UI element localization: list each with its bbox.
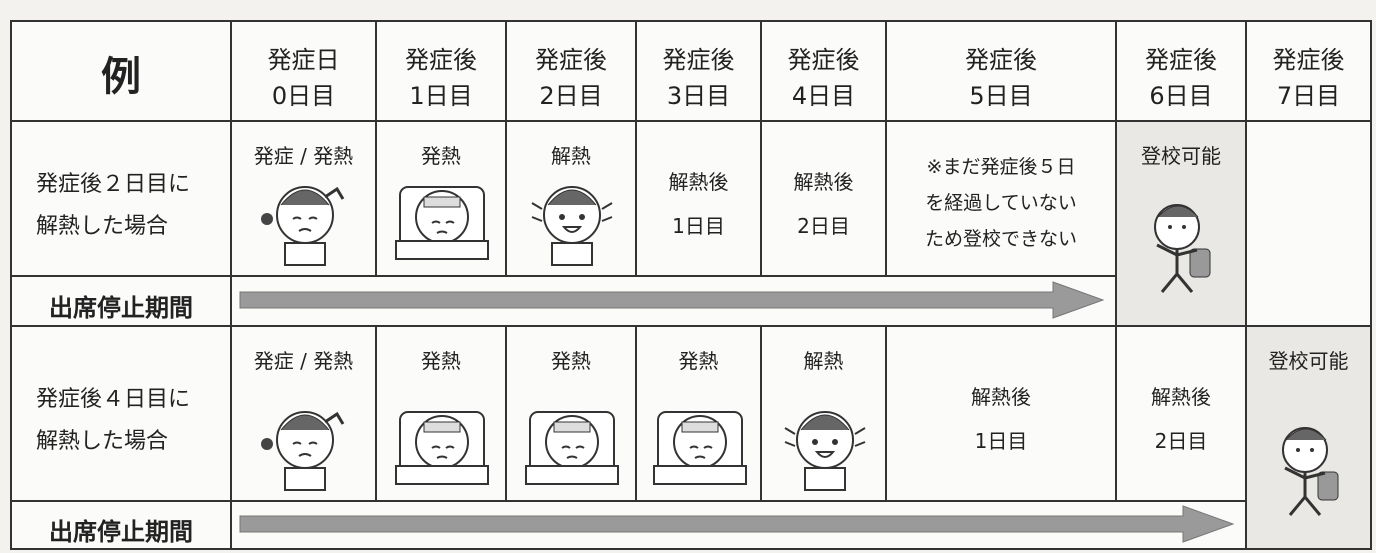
cell-text: 登校可能	[1268, 349, 1349, 373]
period-label: 出席停止期間	[10, 275, 232, 327]
row-label: 発症後４日目に 解熱した場合	[10, 325, 232, 502]
day-header-text: 発症後	[662, 46, 735, 74]
day-cell: 発症 / 発熱	[230, 325, 377, 502]
period-label: 出席停止期間	[10, 500, 232, 550]
empty-cell	[1245, 120, 1372, 327]
row-label-text: 解熱した場合	[36, 428, 169, 454]
day-cell: 発熱	[375, 120, 507, 277]
day-header-text: 0日目	[271, 82, 336, 110]
illustration	[1281, 427, 1338, 516]
illustration	[395, 186, 489, 260]
day-header-text: 2日目	[539, 82, 603, 110]
cell-text: 発症 / 発熱	[253, 349, 354, 373]
row-label-text: 解熱した場合	[36, 213, 169, 239]
cell-text: 発熱	[678, 349, 719, 373]
day-cell: ※まだ発症後５日 を経過していない ため登校できない	[885, 120, 1117, 277]
school-ok-cell: 登校可能	[1115, 120, 1247, 327]
cell-text: 発症 / 発熱	[253, 144, 354, 168]
day-header-text: 発症後	[1145, 46, 1217, 74]
cell-text: 解熱後	[971, 384, 1031, 409]
period-arrow	[239, 505, 1235, 543]
day-cell: 発熱	[375, 325, 507, 502]
cell-text: 解熱	[803, 349, 844, 373]
illustration	[783, 411, 866, 491]
day-header: 発症後 6日目	[1115, 20, 1247, 122]
period-label-text: 出席停止期間	[49, 518, 193, 546]
day-header: 発症後 3日目	[635, 20, 762, 122]
row-label: 発症後２日目に 解熱した場合	[10, 120, 232, 277]
cell-text: 解熱	[551, 144, 591, 168]
cell-text: 解熱後	[668, 169, 729, 194]
corner-label: 例	[101, 54, 141, 100]
day-cell: 解熱	[505, 120, 637, 277]
day-header-text: 3日目	[666, 82, 731, 110]
illustration	[652, 411, 747, 485]
day-header: 発症後 7日目	[1245, 20, 1372, 122]
cell-text: 2日目	[797, 213, 850, 238]
day-cell: 解熱後 1日目	[635, 120, 762, 277]
day-cell: 解熱後 2日目	[1115, 325, 1247, 502]
period-arrow	[239, 281, 1105, 319]
cell-text: 登校可能	[1141, 144, 1221, 168]
illustration	[260, 186, 344, 266]
day-cell: 解熱後 1日目	[885, 325, 1117, 502]
cell-text: ため登校できない	[924, 228, 1077, 250]
school-ok-cell: 登校可能	[1245, 325, 1372, 550]
cell-text: 解熱後	[793, 169, 854, 194]
day-header-text: 4日目	[791, 82, 856, 110]
cell-text: 解熱後	[1151, 384, 1211, 409]
day-header: 発症後 2日目	[505, 20, 637, 122]
day-header-text: 6日目	[1149, 82, 1213, 110]
cell-text: 2日目	[1154, 428, 1208, 453]
illustration	[395, 411, 489, 485]
day-header-text: 発症後	[1272, 46, 1345, 74]
day-header-text: 7日目	[1276, 82, 1341, 110]
row-label-text: 発症後４日目に	[36, 386, 191, 412]
day-header: 発症後 5日目	[885, 20, 1117, 122]
day-header-text: 発症後	[787, 46, 860, 74]
cell-text: 発熱	[421, 349, 461, 373]
day-header-text: 発症後	[535, 46, 607, 74]
day-header: 発症後 1日目	[375, 20, 507, 122]
day-header: 発症日 0日目	[230, 20, 377, 122]
day-header-text: 5日目	[969, 82, 1033, 110]
illustration	[1154, 204, 1211, 293]
cell-text: 1日目	[672, 213, 725, 238]
illustration	[260, 411, 344, 491]
day-header-text: 発症日	[267, 46, 340, 74]
day-cell: 発症 / 発熱	[230, 120, 377, 277]
day-cell: 解熱後 2日目	[760, 120, 887, 277]
day-cell: 発熱	[635, 325, 762, 502]
corner-cell: 例	[10, 20, 232, 122]
day-cell: 発熱	[505, 325, 637, 502]
cell-text: 発熱	[421, 144, 461, 168]
day-header-text: 発症後	[405, 46, 477, 74]
illustration	[525, 411, 619, 485]
day-header-text: 発症後	[965, 46, 1037, 74]
period-label-text: 出席停止期間	[49, 294, 193, 322]
day-cell: 解熱	[760, 325, 887, 502]
illustration	[531, 186, 613, 266]
cell-text: 1日目	[974, 428, 1028, 453]
cell-text: を経過していない	[925, 192, 1077, 214]
cell-text: 発熱	[551, 349, 591, 373]
cell-text: ※まだ発症後５日	[926, 156, 1076, 178]
day-header: 発症後 4日目	[760, 20, 887, 122]
day-header-text: 1日目	[409, 82, 473, 110]
row-label-text: 発症後２日目に	[36, 171, 191, 197]
